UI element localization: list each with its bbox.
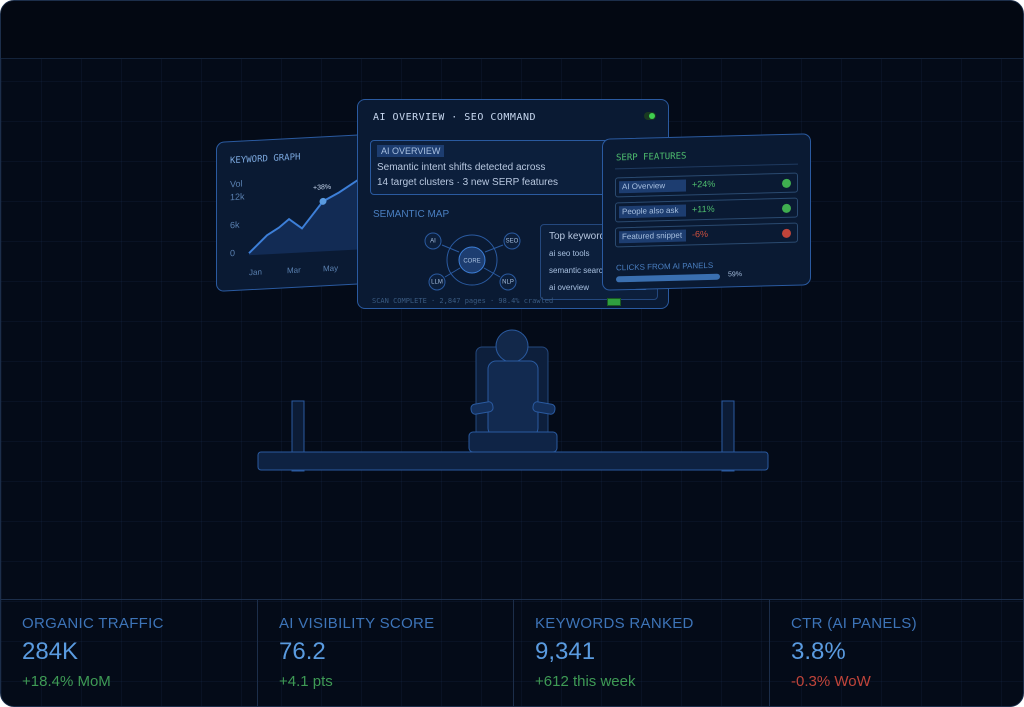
row-change: +11%: [692, 203, 715, 215]
keyword: ai seo tools: [549, 249, 590, 258]
stat-value: 3.8%: [791, 638, 846, 665]
keyword-graph-panel: KEYWORD GRAPH Vol 12k 6k 0 +38% Jan Mar …: [216, 134, 366, 292]
overview-line: Semantic intent shifts detected across: [377, 162, 546, 173]
stat-label: ORGANIC TRAFFIC: [22, 615, 164, 632]
divider: [615, 163, 798, 170]
row-change: -6%: [692, 228, 709, 240]
seat: [468, 431, 558, 453]
row-label: AI Overview: [619, 179, 686, 194]
serp-row: AI Overview +24%: [615, 172, 798, 198]
top-band: [1, 1, 1023, 59]
row-dot: [782, 228, 791, 239]
node-label: NLP: [502, 280, 514, 286]
link: [483, 267, 501, 278]
x-tick-label: Jan: [249, 267, 262, 278]
head: [495, 329, 529, 363]
box-title: Top keywords: [549, 231, 611, 242]
link: [484, 244, 504, 253]
desk: [257, 451, 769, 471]
status-light: [649, 113, 655, 119]
node-label: SEO: [506, 239, 519, 245]
row-label: Featured snippet: [619, 229, 686, 244]
stat-change: +4.1 pts: [279, 673, 333, 690]
stat-label: KEYWORDS RANKED: [535, 615, 694, 632]
overview-tag: AI OVERVIEW: [377, 145, 445, 157]
node-label: AI: [430, 239, 436, 245]
keyword: ai overview: [549, 283, 590, 292]
stat-change: -0.3% WoW: [791, 673, 871, 690]
panel-title: AI OVERVIEW · SEO COMMAND: [373, 112, 537, 123]
link: [441, 244, 460, 253]
row-dot: [782, 178, 791, 189]
status-toggle: [644, 112, 656, 120]
body: [487, 360, 539, 437]
node-label: CORE: [463, 259, 480, 265]
callout: +38%: [313, 183, 332, 192]
stat-card: AI VISIBILITY SCORE 76.2 +4.1 pts: [257, 599, 514, 706]
stat-value: 76.2: [279, 638, 326, 665]
area: [249, 175, 366, 256]
marker: [319, 197, 327, 205]
serp-row: People also ask +11%: [615, 197, 798, 223]
clicks-value: 59%: [728, 271, 743, 279]
x-tick-label: May: [323, 263, 339, 274]
row-label: People also ask: [619, 204, 686, 219]
arm: [470, 401, 494, 415]
x-tick-label: Mar: [287, 265, 301, 276]
keyword: semantic search: [549, 266, 608, 275]
node-label: LLM: [431, 280, 443, 286]
status-text: SCAN COMPLETE · 2,847 pages · 98.4% craw…: [372, 297, 554, 305]
panel-title: SERP FEATURES: [616, 151, 687, 164]
node: [499, 273, 517, 291]
link: [444, 267, 461, 278]
overview-line: 14 target clusters · 3 new SERP features: [377, 177, 559, 188]
row-dot: [782, 203, 791, 214]
stat-card: ORGANIC TRAFFIC 284K +18.4% MoM: [1, 599, 257, 706]
stat-change: +18.4% MoM: [22, 673, 111, 690]
stat-value: 284K: [22, 638, 79, 665]
stat-change: +612 this week: [535, 673, 636, 690]
semantic-map: AI SEO CORE LLM NLP: [424, 232, 521, 291]
graph: [248, 174, 366, 256]
section-title: SEMANTIC MAP: [373, 209, 450, 220]
node: [428, 273, 446, 291]
ring: [446, 234, 498, 286]
status-indicator: [607, 298, 621, 306]
stat-label: CTR (AI PANELS): [791, 615, 917, 632]
stat-value: 9,341: [535, 638, 596, 665]
stat-card: CTR (AI PANELS) 3.8% -0.3% WoW: [769, 599, 1023, 706]
line: [248, 174, 366, 254]
node: [503, 232, 521, 250]
clicks-bar: [616, 273, 720, 283]
core-node: [458, 246, 486, 274]
serp-row: Featured snippet -6%: [615, 222, 798, 248]
scene: [257, 329, 769, 472]
row-change: +24%: [692, 178, 716, 190]
stat-card: KEYWORDS RANKED 9,341 +612 this week: [513, 599, 770, 706]
clicks-label: CLICKS FROM AI PANELS: [616, 260, 714, 273]
arm: [532, 401, 556, 415]
serp-panel: SERP FEATURES AI Overview +24% People als…: [602, 133, 811, 291]
stat-label: AI VISIBILITY SCORE: [279, 615, 435, 632]
node: [424, 232, 442, 250]
